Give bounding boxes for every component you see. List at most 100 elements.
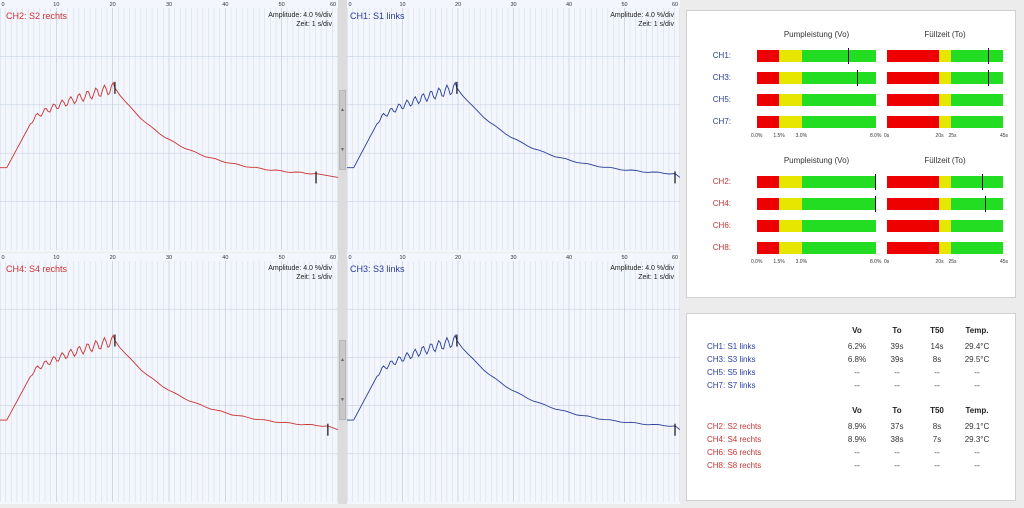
chart-scale-info: Amplitude: 4.0 %/div Zeit: 1 s/div: [610, 12, 674, 28]
bar-segment: [887, 198, 939, 210]
bar-segment: [801, 50, 876, 62]
value-marker: [857, 70, 859, 86]
bar-segment: [801, 220, 876, 232]
table-cell: --: [934, 461, 940, 470]
chart-scale-info: Amplitude: 4.0 %/div Zeit: 1 s/div: [268, 12, 332, 28]
axis-tick-label: 30: [166, 2, 172, 8]
scroll-up-arrow-icon[interactable]: ▲: [340, 107, 345, 113]
chart-scale-info: Amplitude: 4.0 %/div Zeit: 1 s/div: [268, 265, 332, 281]
chart-scale-info: Amplitude: 4.0 %/div Zeit: 1 s/div: [610, 265, 674, 281]
bar-segment: [757, 94, 780, 106]
chart-title: CH3: S3 links: [350, 264, 405, 274]
table-cell: 39s: [890, 342, 904, 351]
column-header: To: [892, 406, 902, 415]
chart-title: CH4: S4 rechts: [6, 264, 68, 274]
value-marker: [875, 196, 876, 212]
axis-tick-label: 50: [279, 2, 285, 8]
waveform-line: [347, 81, 680, 178]
scale-tick-label: 45s: [1000, 259, 1009, 265]
bar-segment: [801, 72, 876, 84]
scale-tick-label: 0.0%: [751, 133, 763, 139]
bar-segment: [951, 50, 1003, 62]
scroll-thumb-top[interactable]: [339, 90, 346, 170]
chart-panel-ch3: 0 10 20 30 40 50 60 CH3: S3 links Amplitude: 4…: [347, 253, 680, 504]
table-cell: 6.2%: [847, 342, 867, 351]
bar-segment: [779, 94, 802, 106]
bar-segment: [779, 220, 802, 232]
scroll-down-arrow-icon[interactable]: ▼: [340, 147, 345, 153]
bar-segment: [938, 176, 952, 188]
bar-segment: [938, 220, 952, 232]
axis-tick-label: 50: [621, 255, 627, 261]
table-cell: 6.8%: [847, 355, 867, 364]
table-cell: 38s: [890, 435, 904, 444]
axis-tick-label: 20: [455, 2, 461, 8]
pump-header: Pumpleistung (Vo): [783, 30, 850, 39]
scale-tick-label: 1.5%: [773, 133, 785, 139]
table-cell: 29.1°C: [964, 422, 990, 431]
table-cell: --: [894, 461, 900, 470]
chart-svg: 0 10 20 30 40 50 60: [0, 255, 338, 502]
bar-segment: [887, 242, 939, 254]
channel-label: CH6:: [712, 221, 731, 230]
scroll-thumb-bottom[interactable]: [339, 340, 346, 420]
value-marker: [987, 70, 989, 86]
chart-svg: 0 10 20 30 40 50 60: [347, 255, 680, 502]
bar-segment: [938, 198, 952, 210]
table-cell: 39s: [890, 355, 904, 364]
bar-segment: [951, 116, 1003, 128]
table-cell: --: [934, 381, 940, 390]
fill-header: Füllzeit (To): [924, 30, 966, 39]
channel-label: CH1:: [712, 51, 731, 60]
bar-segment: [887, 116, 939, 128]
table-cell: --: [854, 448, 860, 457]
table-cell: 8.9%: [847, 422, 867, 431]
axis-tick-label: 40: [222, 255, 228, 261]
value-marker: [875, 174, 876, 190]
axis-tick-label: 0: [348, 2, 351, 8]
column-header: Vo: [852, 326, 862, 335]
table-cell: --: [974, 368, 980, 377]
table-cell: 37s: [890, 422, 904, 431]
axis-tick-label: 10: [53, 2, 59, 8]
value-marker: [982, 174, 984, 190]
scale-tick-label: 1.5%: [773, 259, 785, 265]
bar-segment: [757, 176, 780, 188]
row-name: CH6: S6 rechts: [707, 448, 762, 457]
scale-tick-label: 20s: [935, 133, 944, 139]
scroll-down-arrow-icon[interactable]: ▼: [340, 397, 345, 403]
table-cell: --: [854, 381, 860, 390]
table-cell: 7s: [932, 435, 942, 444]
table-cell: 29.5°C: [964, 355, 990, 364]
scale-tick-label: 20s: [935, 259, 944, 265]
channel-label: CH5:: [712, 95, 731, 104]
waveform-line: [0, 334, 338, 431]
bar-segment: [951, 198, 1003, 210]
axis-tick-label: 40: [222, 2, 228, 8]
scale-tick-label: 0.0%: [751, 259, 763, 265]
bar-segment: [779, 50, 802, 62]
table-cell: --: [974, 461, 980, 470]
axis-tick-label: 10: [399, 2, 405, 8]
vertical-scrollbar[interactable]: ▲ ▼ ▲ ▼: [338, 0, 347, 504]
channel-label: CH3:: [712, 73, 731, 82]
value-marker: [848, 48, 850, 64]
values-table-panel: Vo To T50 Temp. CH1: S1 links 6.2% 39s 14s 29.4°…: [686, 313, 1016, 501]
bar-segment: [951, 176, 1003, 188]
row-name: CH1: S1 links: [707, 342, 756, 351]
bar-segment: [951, 72, 1003, 84]
bar-segment: [938, 72, 952, 84]
bar-segment: [757, 72, 780, 84]
bar-segment: [938, 94, 952, 106]
bar-segment: [779, 242, 802, 254]
channel-label: CH7:: [712, 117, 731, 126]
scale-tick-label: 0s: [884, 259, 890, 265]
scroll-up-arrow-icon[interactable]: ▲: [340, 357, 345, 363]
chart-panel-ch1: 0 10 20 30 40 50 60 CH1: S1 links Amplitude: 4…: [347, 0, 680, 252]
scale-tick-label: 25s: [948, 133, 957, 139]
scale-tick-label: 8.0%: [870, 133, 882, 139]
bar-segment: [779, 176, 802, 188]
bar-segment: [938, 50, 952, 62]
scale-tick-label: 8.0%: [870, 259, 882, 265]
table-cell: --: [894, 368, 900, 377]
